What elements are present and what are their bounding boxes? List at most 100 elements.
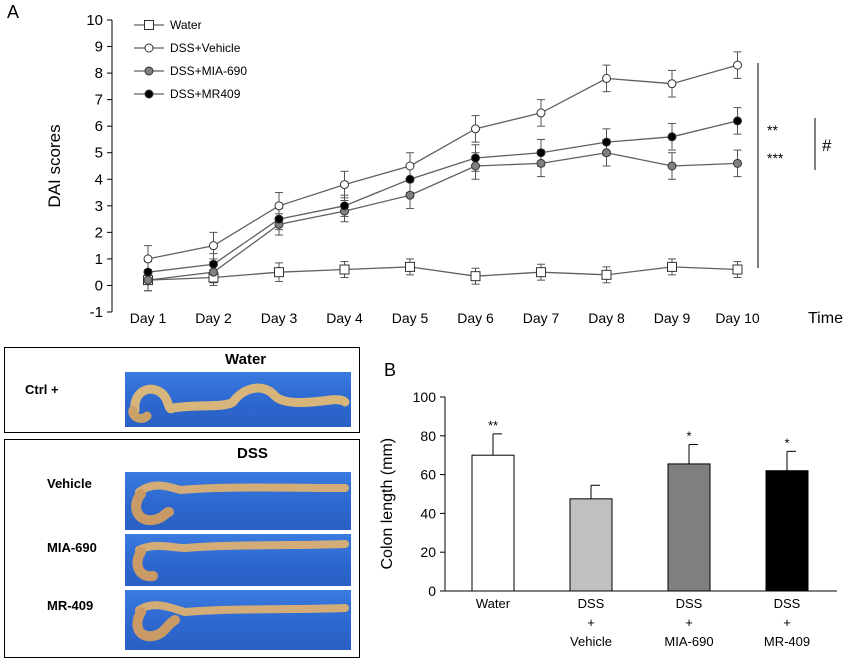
y-tick-label: -1 (90, 304, 103, 321)
y-tick-label: 6 (95, 118, 103, 135)
x-tick-label: Day 1 (130, 310, 167, 326)
bar (667, 463, 711, 592)
x-tick-label: DSS (578, 596, 605, 611)
bar (765, 470, 809, 592)
data-point (733, 116, 742, 126)
significance-label: * (686, 429, 691, 444)
x-tick-label: Day 9 (654, 310, 691, 326)
x-tick-label: Vehicle (570, 634, 612, 649)
legend-label: Water (170, 18, 202, 32)
significance-label: * (784, 435, 789, 450)
data-point (143, 275, 153, 285)
y-tick-label: 60 (420, 467, 436, 483)
x-tick-label: + (783, 615, 791, 630)
y-tick-label: 3 (95, 198, 103, 215)
bar (569, 498, 613, 592)
significance-label: ** (767, 122, 778, 138)
row-label-vehicle: Vehicle (47, 476, 92, 491)
data-point (274, 267, 284, 278)
row-label-mia690: MIA-690 (47, 540, 97, 555)
y-tick-label: 5 (95, 145, 103, 162)
data-point (405, 161, 415, 171)
data-point (405, 261, 415, 272)
x-tick-label: Day 5 (392, 310, 429, 326)
x-tick-label: Day 7 (523, 310, 560, 326)
legend-label: DSS+MR409 (170, 87, 241, 101)
y-tick-label: 40 (420, 505, 436, 521)
data-point (274, 214, 284, 224)
data-point (209, 241, 218, 251)
series-line-0 (147, 266, 738, 281)
data-point (601, 269, 612, 280)
y-tick-label: 2 (95, 224, 103, 241)
data-point (209, 267, 218, 277)
data-point (471, 153, 480, 163)
y-axis-title: Colon length (mm) (379, 438, 396, 570)
data-point (602, 137, 611, 147)
x-tick-label: Day 2 (195, 310, 232, 326)
data-point (339, 264, 350, 275)
water-photo-title: Water (225, 351, 267, 368)
data-point (667, 132, 677, 142)
series-line-2 (147, 152, 738, 281)
x-tick-label: Day 3 (261, 310, 298, 326)
data-point (470, 271, 481, 282)
legend-marker (144, 89, 154, 99)
data-point (667, 261, 677, 272)
data-point (602, 73, 611, 83)
x-tick-label: Day 10 (715, 310, 760, 326)
y-tick-label: 8 (95, 65, 103, 82)
y-tick-label: 80 (420, 428, 436, 444)
y-tick-label: 7 (95, 92, 103, 109)
x-axis-title: Time (808, 310, 843, 327)
colon-photo-ctrl (125, 372, 351, 427)
significance-label: ** (488, 418, 498, 433)
x-tick-label: DSS (676, 596, 703, 611)
legend-label: DSS+MIA-690 (170, 64, 247, 78)
significance-label: # (822, 136, 832, 155)
y-axis-title: DAI scores (45, 124, 64, 207)
legend-marker (144, 43, 154, 53)
colon-photo-vehicle (125, 472, 351, 530)
dai-line-chart: -1 0 1 2 3 4 5 6 7 8 9 10 DAI scores Day 1 Day 2 Day 3 D… (45, 12, 843, 327)
row-label-mr409: MR-409 (47, 598, 94, 613)
legend-marker (144, 20, 154, 30)
data-point (536, 108, 546, 118)
colon-photo-mia690 (125, 534, 351, 586)
data-point (733, 158, 742, 168)
data-point (405, 174, 415, 184)
x-tick-label: MR-409 (764, 634, 810, 649)
x-tick-label: Day 6 (457, 310, 494, 326)
dss-photo-title: DSS (237, 445, 268, 462)
y-tick-label: 4 (95, 171, 103, 188)
data-point (733, 60, 742, 70)
data-point (536, 267, 546, 278)
data-point (667, 79, 677, 89)
y-tick-label: 1 (95, 251, 103, 268)
legend-marker (144, 66, 154, 76)
x-tick-label: Water (476, 596, 511, 611)
data-point (274, 201, 284, 211)
y-tick-label: 0 (428, 583, 436, 599)
data-point (209, 259, 218, 269)
x-tick-label: DSS (774, 596, 801, 611)
x-tick-label: + (685, 615, 693, 630)
dss-photo-panel: DSS Vehicle MIA-690 MR-409 (4, 439, 360, 658)
data-point (536, 158, 546, 168)
significance-label: *** (767, 150, 784, 166)
colon-photo-mr409 (125, 590, 351, 650)
data-point (340, 180, 349, 190)
data-point (471, 161, 480, 171)
data-point (471, 124, 480, 134)
row-label-ctrl: Ctrl + (25, 382, 59, 397)
x-tick-label: MIA-690 (664, 634, 713, 649)
water-photo-panel: Water Ctrl + (4, 347, 360, 433)
series-line-1 (147, 64, 738, 260)
data-point (602, 148, 611, 158)
legend-label: DSS+Vehicle (170, 41, 241, 55)
x-tick-label: Day 4 (326, 310, 363, 326)
data-point (536, 148, 546, 158)
y-tick-label: 9 (95, 39, 103, 56)
bar (471, 454, 515, 592)
